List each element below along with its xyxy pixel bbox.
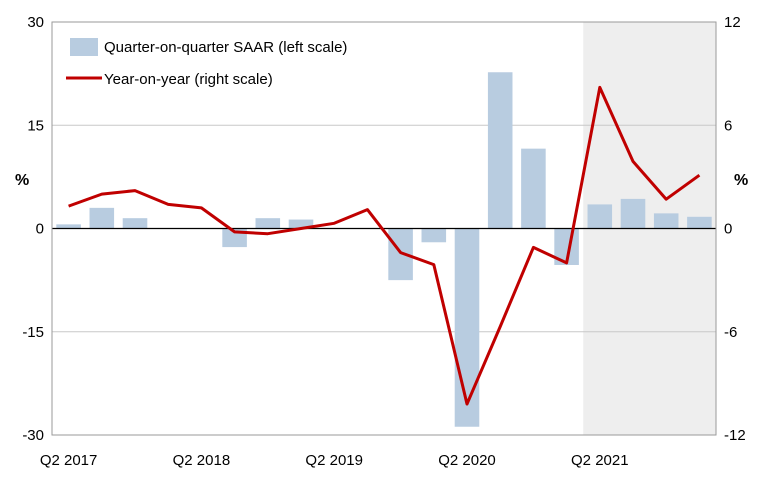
bar xyxy=(653,213,679,229)
x-tick-label: Q2 2018 xyxy=(173,452,231,469)
y-left-unit-label: % xyxy=(15,172,29,189)
bar xyxy=(487,72,513,229)
bar xyxy=(89,207,115,229)
x-tick-label: Q2 2020 xyxy=(438,452,496,469)
y-left-tick-label: 15 xyxy=(27,117,44,134)
y-right-tick-label: -6 xyxy=(724,324,737,341)
bar xyxy=(288,219,314,229)
x-tick-label: Q2 2017 xyxy=(40,452,98,469)
y-left-tick-label: 30 xyxy=(27,14,44,31)
bar xyxy=(620,198,646,229)
x-tick-label: Q2 2021 xyxy=(571,452,629,469)
bar xyxy=(687,216,712,229)
bar xyxy=(521,148,546,229)
legend: Quarter-on-quarter SAAR (left scale) Yea… xyxy=(66,38,347,88)
y-right-tick-label: 12 xyxy=(724,14,741,31)
bar xyxy=(122,218,148,229)
x-tick-label: Q2 2019 xyxy=(305,452,363,469)
bar xyxy=(421,228,447,243)
bar xyxy=(56,224,81,229)
legend-swatch-bar xyxy=(70,38,98,56)
legend-label-line: Year-on-year (right scale) xyxy=(104,71,273,88)
plot-frame xyxy=(51,21,717,436)
y-right-unit-label: % xyxy=(734,172,748,189)
bar xyxy=(587,204,613,229)
y-right-tick-label: 6 xyxy=(724,117,732,134)
y-left-tick-label: -30 xyxy=(22,427,44,444)
bar xyxy=(255,218,281,229)
y-left-tick-label: -15 xyxy=(22,324,44,341)
bar xyxy=(454,228,480,427)
y-right-tick-label: 0 xyxy=(724,221,732,238)
y-left-tick-label: 0 xyxy=(36,221,44,238)
yoy-line xyxy=(68,85,701,406)
y-right-tick-label: -12 xyxy=(724,427,746,444)
legend-label-bar: Quarter-on-quarter SAAR (left scale) xyxy=(104,39,347,56)
